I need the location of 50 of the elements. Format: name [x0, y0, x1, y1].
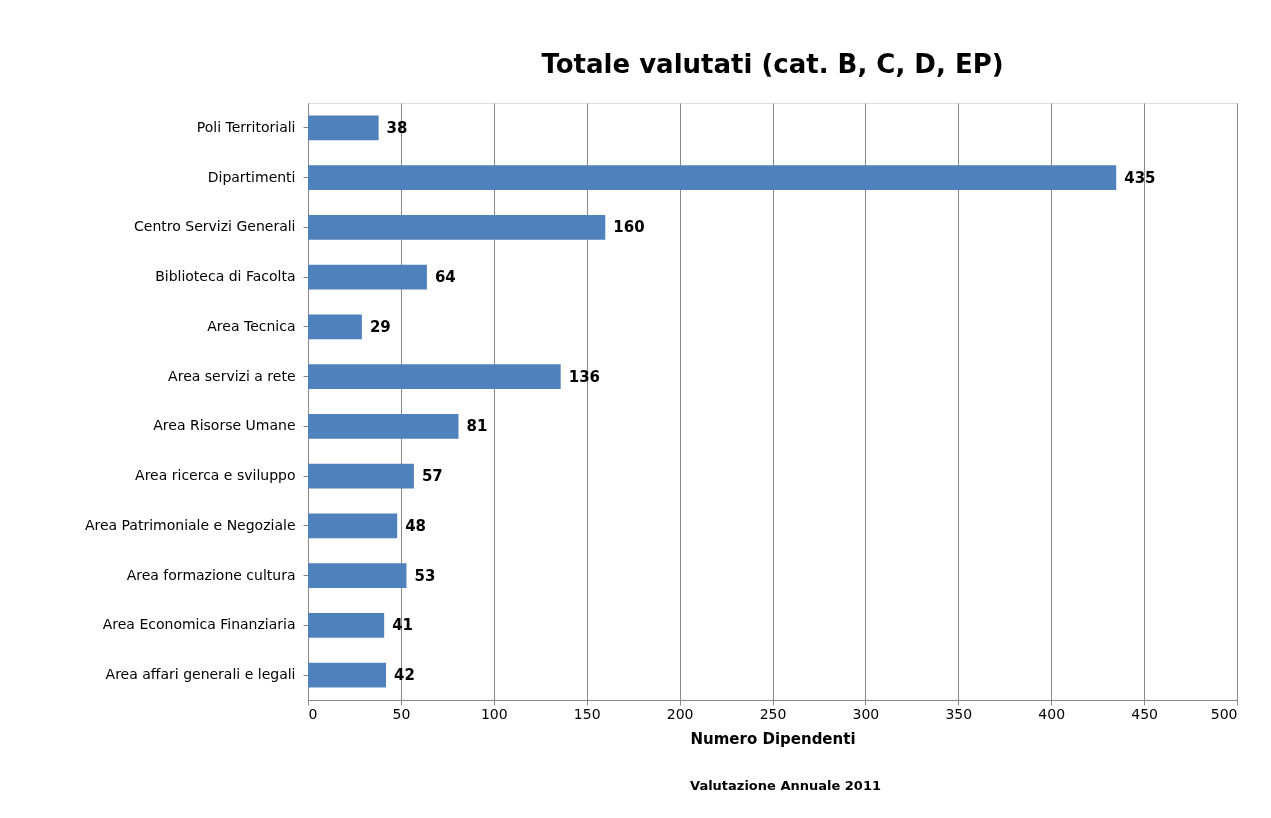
bar	[308, 214, 606, 240]
data-label: 64	[434, 268, 456, 287]
y-tick-label: Poli Territoriali	[196, 118, 296, 135]
x-axis-title: Numero Dipendenti	[690, 729, 856, 748]
data-label: 435	[1124, 168, 1156, 187]
y-tick-label: Centro Servizi Generali	[134, 218, 296, 235]
x-tick-label: 200	[666, 705, 694, 722]
bar	[308, 463, 414, 489]
data-label: 57	[421, 467, 443, 486]
x-tick-label: 100	[480, 705, 508, 722]
text: Valutazione Annuale 2011	[690, 778, 881, 793]
data-label: 136	[568, 367, 600, 386]
bar	[308, 165, 1117, 191]
y-tick-label: Area ricerca e sviluppo	[135, 467, 296, 484]
x-tick-label: 0	[308, 705, 318, 722]
bar	[308, 513, 398, 539]
y-tick-label: Area Tecnica	[207, 317, 296, 334]
y-tick-label: Area Economica Finanziaria	[102, 616, 296, 633]
x-tick-label: 350	[945, 705, 973, 722]
data-label: 160	[613, 218, 645, 237]
data-label: 53	[414, 566, 436, 585]
bar	[308, 364, 561, 390]
bar	[308, 264, 427, 290]
y-tick-label: Dipartimenti	[207, 168, 296, 185]
data-label: 41	[392, 616, 414, 635]
data-label: 42	[394, 666, 415, 685]
data-label: 29	[369, 317, 391, 336]
data-label: 38	[386, 118, 408, 137]
y-tick-label: Biblioteca di Facolta	[155, 268, 296, 285]
x-tick-label: 150	[573, 705, 601, 722]
bar	[308, 612, 385, 638]
y-tick-label: Area Risorse Umane	[153, 417, 296, 434]
x-tick-label: 450	[1131, 705, 1158, 722]
x-tick-label: 300	[852, 705, 880, 722]
y-tick-label: Area affari generali e legali	[105, 666, 296, 683]
y-tick-label: Area Patrimoniale e Negoziale	[84, 516, 296, 533]
data-label: 48	[405, 516, 427, 535]
bar	[308, 115, 379, 141]
x-tick-label: 400	[1038, 705, 1066, 722]
x-tick-label: 50	[392, 705, 411, 722]
bar	[308, 413, 459, 439]
y-tick-label: Area formazione cultura	[126, 566, 296, 583]
y-tick-label: Area servizi a rete	[168, 367, 296, 384]
bar	[308, 563, 407, 589]
x-tick-label: 250	[759, 705, 787, 722]
bar	[308, 314, 362, 340]
chart-title: Totale valutati (cat. B, C, D, EP)	[541, 49, 1004, 79]
bar	[308, 662, 387, 688]
x-tick-label: 500	[1210, 705, 1238, 722]
data-label: 81	[466, 417, 488, 436]
